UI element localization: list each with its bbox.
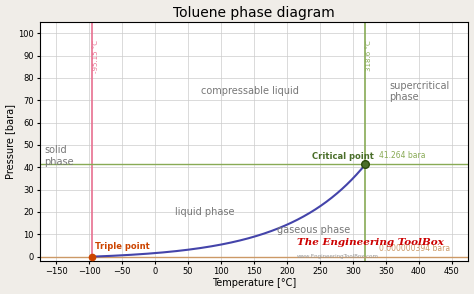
Text: liquid phase: liquid phase [175,207,234,217]
Text: -95.15 °C: -95.15 °C [93,40,100,73]
Y-axis label: Pressure [bara]: Pressure [bara] [6,104,16,179]
Text: solid
phase: solid phase [44,145,74,167]
Text: The Engineering ToolBox: The Engineering ToolBox [297,238,444,247]
Text: Triple point: Triple point [95,242,150,251]
Text: gaseous phase: gaseous phase [277,225,350,235]
Text: www.EngineeringToolBox.com: www.EngineeringToolBox.com [297,254,379,259]
Text: compressable liquid: compressable liquid [201,86,299,96]
Text: 41.264 bara: 41.264 bara [379,151,426,161]
Text: 0.000000394 bara: 0.000000394 bara [379,244,450,253]
Text: 318.6 °C: 318.6 °C [366,40,372,71]
Text: supercritical
phase: supercritical phase [389,81,449,102]
Title: Toluene phase diagram: Toluene phase diagram [173,6,335,20]
X-axis label: Temperature [°C]: Temperature [°C] [212,278,296,288]
Text: Critical point: Critical point [312,152,374,161]
